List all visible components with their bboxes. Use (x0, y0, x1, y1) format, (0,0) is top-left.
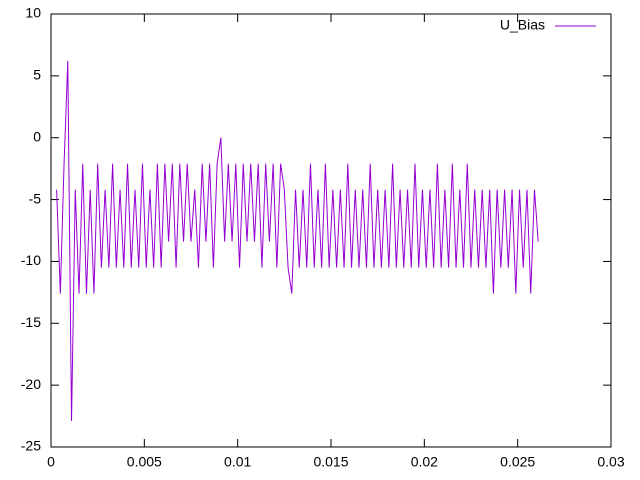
y-tick-label: -10 (21, 252, 41, 268)
x-tick-label: 0.015 (313, 454, 348, 470)
legend-label: U_Bias (500, 17, 545, 33)
y-tick-label: 5 (33, 67, 41, 83)
y-tick-label: 0 (33, 128, 41, 144)
data-line (56, 60, 539, 422)
y-tick-label: 10 (25, 5, 41, 21)
x-tick-label: 0.02 (411, 454, 438, 470)
y-tick-label: -5 (29, 190, 42, 206)
x-tick-label: 0.03 (597, 454, 624, 470)
x-tick-label: 0.025 (500, 454, 535, 470)
x-tick-label: 0.005 (127, 454, 162, 470)
y-tick-label: -25 (21, 438, 41, 454)
y-tick-label: -20 (21, 376, 41, 392)
x-tick-label: 0 (47, 454, 55, 470)
y-tick-label: -15 (21, 314, 41, 330)
x-tick-label: 0.01 (224, 454, 251, 470)
